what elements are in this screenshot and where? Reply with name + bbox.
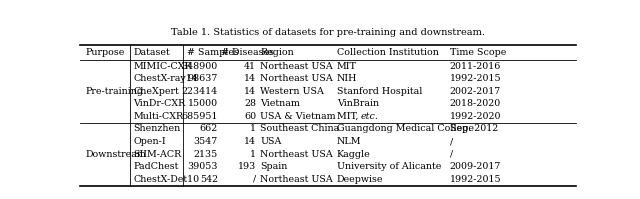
Text: Spain: Spain	[260, 162, 287, 171]
Text: ChestX-ray14: ChestX-ray14	[134, 74, 198, 83]
Text: MIMIC-CXR: MIMIC-CXR	[134, 62, 192, 71]
Text: /: /	[253, 175, 256, 184]
Text: 1: 1	[250, 150, 256, 159]
Text: NIH: NIH	[337, 74, 357, 83]
Text: CheXpert: CheXpert	[134, 87, 179, 96]
Text: ChestX-Det10: ChestX-Det10	[134, 175, 200, 184]
Text: 1992-2020: 1992-2020	[449, 112, 501, 121]
Text: VinBrain: VinBrain	[337, 99, 379, 108]
Text: USA & Vietnam: USA & Vietnam	[260, 112, 335, 121]
Text: Northeast USA: Northeast USA	[260, 175, 333, 184]
Text: 685951: 685951	[181, 112, 218, 121]
Text: Open-I: Open-I	[134, 137, 166, 146]
Text: /: /	[449, 137, 452, 146]
Text: 3547: 3547	[194, 137, 218, 146]
Text: University of Alicante: University of Alicante	[337, 162, 442, 171]
Text: 1992-2015: 1992-2015	[449, 74, 501, 83]
Text: 2135: 2135	[194, 150, 218, 159]
Text: Northeast USA: Northeast USA	[260, 74, 333, 83]
Text: 2011-2016: 2011-2016	[449, 62, 501, 71]
Text: Time Scope: Time Scope	[449, 48, 506, 57]
Text: 98637: 98637	[188, 74, 218, 83]
Text: 2009-2017: 2009-2017	[449, 162, 501, 171]
Text: 60: 60	[244, 112, 256, 121]
Text: Sep. 2012: Sep. 2012	[449, 125, 498, 134]
Text: 1: 1	[250, 125, 256, 134]
Text: Northeast USA: Northeast USA	[260, 150, 333, 159]
Text: Downstream: Downstream	[86, 150, 147, 159]
Text: 14: 14	[244, 74, 256, 83]
Text: 14: 14	[244, 137, 256, 146]
Text: 193: 193	[238, 162, 256, 171]
Text: Multi-CXR: Multi-CXR	[134, 112, 184, 121]
Text: 1992-2015: 1992-2015	[449, 175, 501, 184]
Text: Pre-training: Pre-training	[86, 87, 144, 96]
Text: Vietnam: Vietnam	[260, 99, 300, 108]
Text: 39053: 39053	[188, 162, 218, 171]
Text: Dataset: Dataset	[134, 48, 170, 57]
Text: SIIM-ACR: SIIM-ACR	[134, 150, 182, 159]
Text: Kaggle: Kaggle	[337, 150, 371, 159]
Text: Northeast USA: Northeast USA	[260, 62, 333, 71]
Text: NLM: NLM	[337, 137, 362, 146]
Text: PadChest: PadChest	[134, 162, 179, 171]
Text: VinDr-CXR: VinDr-CXR	[134, 99, 186, 108]
Text: Collection Institution: Collection Institution	[337, 48, 439, 57]
Text: 15000: 15000	[188, 99, 218, 108]
Text: Deepwise: Deepwise	[337, 175, 383, 184]
Text: 223414: 223414	[182, 87, 218, 96]
Text: Southeast China: Southeast China	[260, 125, 339, 134]
Text: 14: 14	[244, 87, 256, 96]
Text: # Diseases: # Diseases	[221, 48, 275, 57]
Text: Shenzhen: Shenzhen	[134, 125, 181, 134]
Text: Region: Region	[260, 48, 294, 57]
Text: 2002-2017: 2002-2017	[449, 87, 500, 96]
Text: Western USA: Western USA	[260, 87, 324, 96]
Text: Guangdong Medical College: Guangdong Medical College	[337, 125, 474, 134]
Text: Purpose: Purpose	[86, 48, 125, 57]
Text: Stanford Hospital: Stanford Hospital	[337, 87, 422, 96]
Text: 662: 662	[200, 125, 218, 134]
Text: 2018-2020: 2018-2020	[449, 99, 500, 108]
Text: 28: 28	[244, 99, 256, 108]
Text: 348900: 348900	[182, 62, 218, 71]
Text: etc.: etc.	[361, 112, 379, 121]
Text: /: /	[449, 150, 452, 159]
Text: Table 1. Statistics of datasets for pre-training and downstream.: Table 1. Statistics of datasets for pre-…	[171, 28, 485, 37]
Text: MIT: MIT	[337, 62, 357, 71]
Text: # Samples: # Samples	[187, 48, 239, 57]
Text: USA: USA	[260, 137, 282, 146]
Text: 41: 41	[244, 62, 256, 71]
Text: MIT,: MIT,	[337, 112, 362, 121]
Text: 542: 542	[200, 175, 218, 184]
